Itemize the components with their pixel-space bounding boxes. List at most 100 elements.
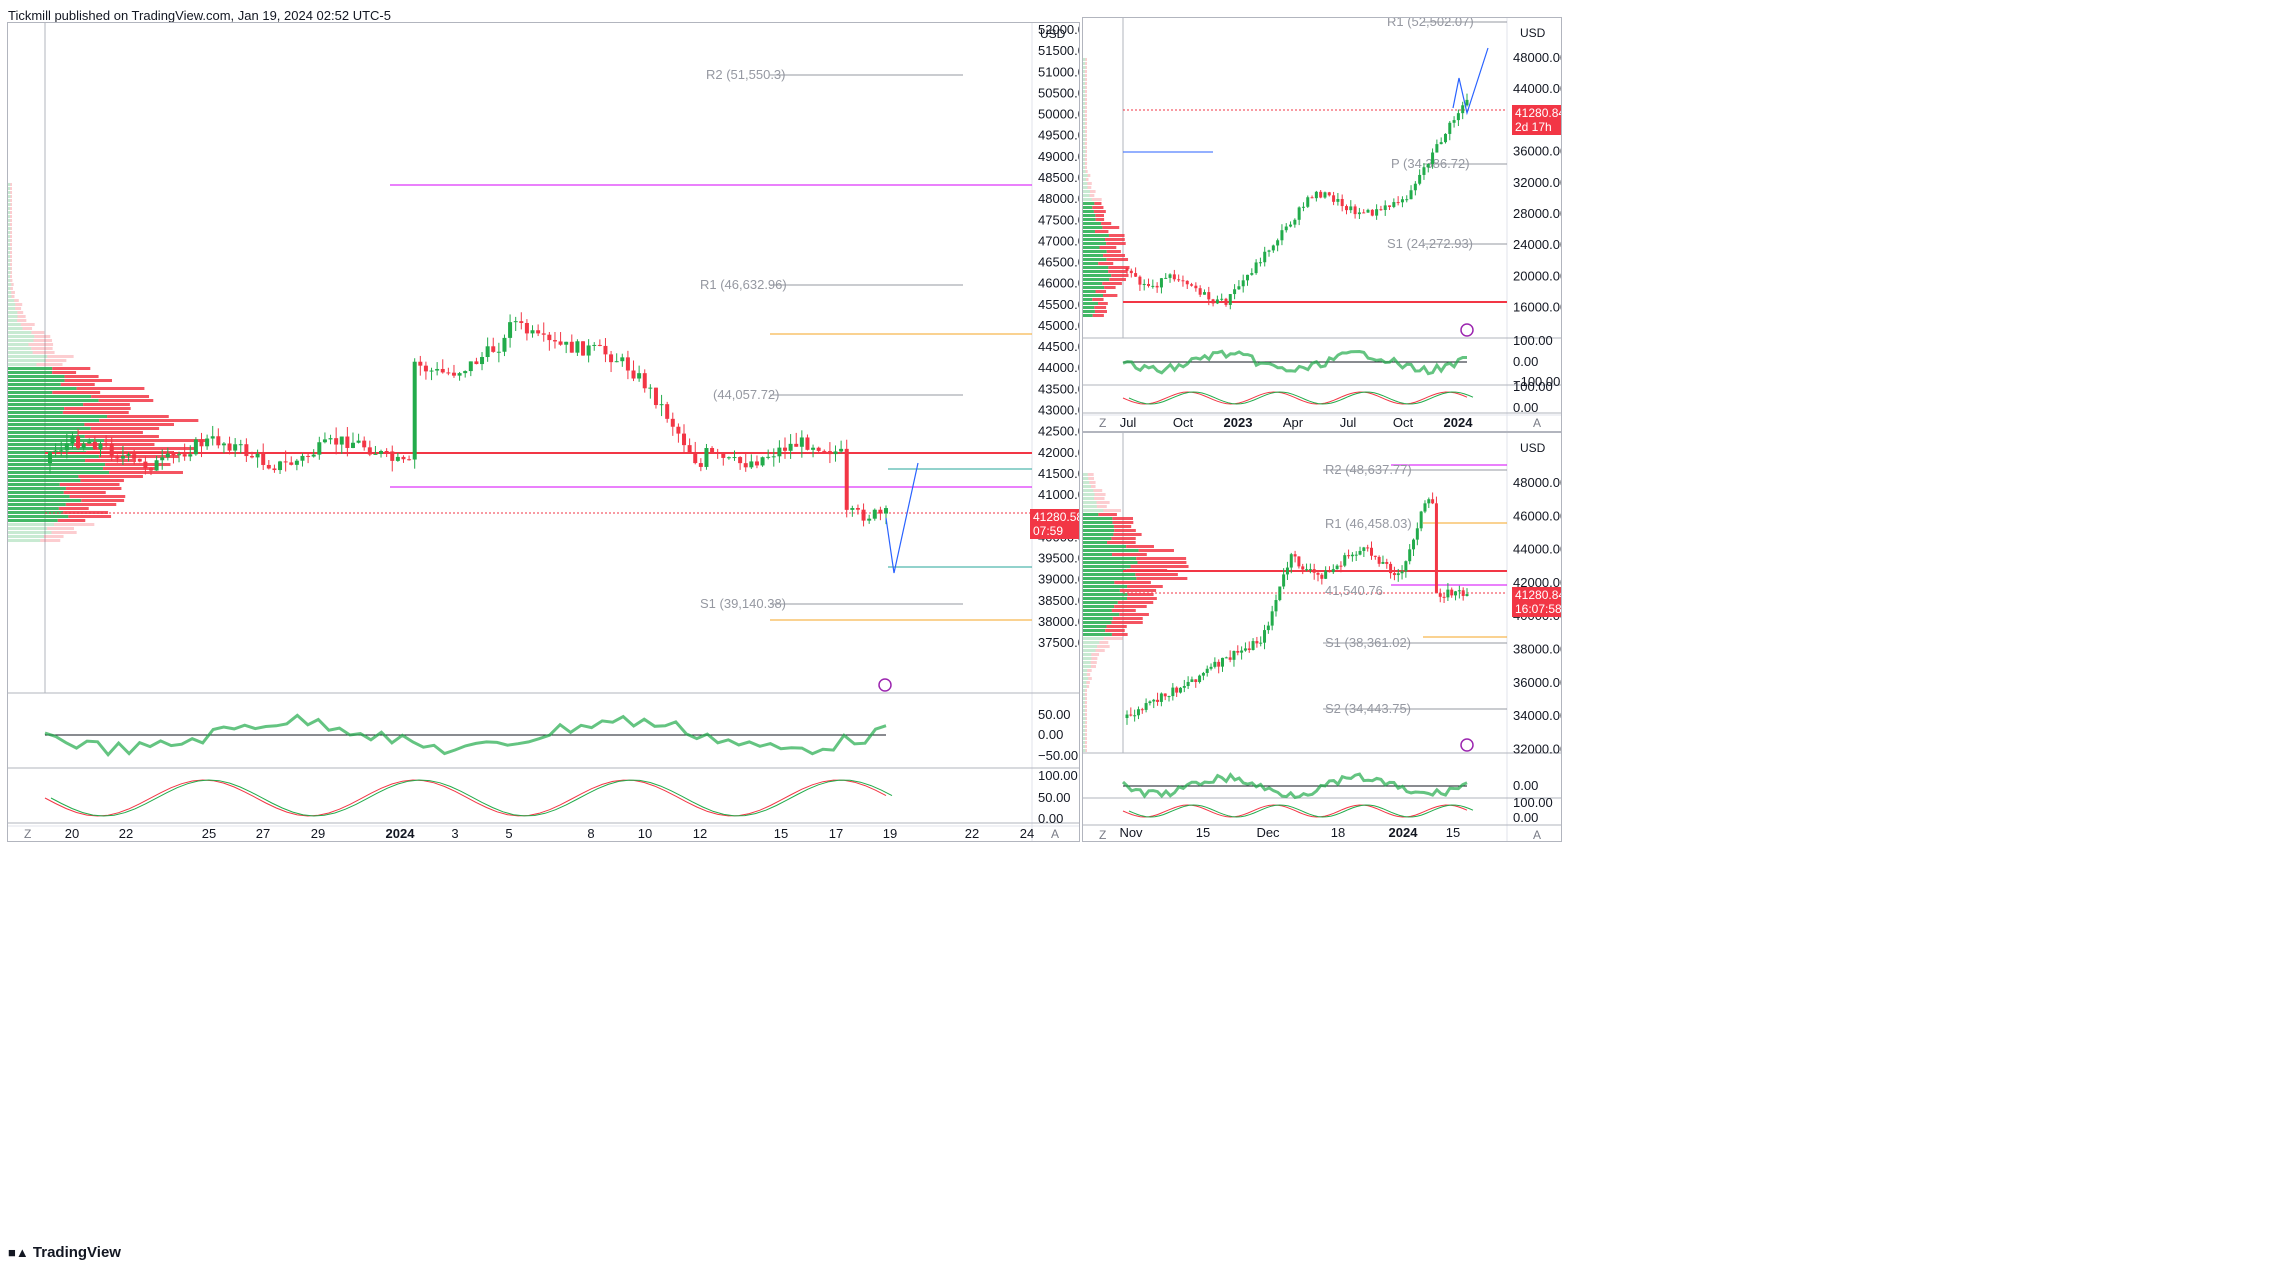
osc1-line: [44, 713, 887, 758]
main-chart-panel[interactable]: 52000.00 51500.00 51000.00 50500.00 50000.00…: [7, 22, 1080, 842]
volume-profile-bar-down: [1093, 497, 1105, 500]
candle-body: [597, 344, 602, 346]
volume-profile-bar-down: [9, 187, 12, 190]
volume-profile-bar-up: [8, 295, 12, 298]
candle-body: [541, 333, 546, 335]
pivot-level-label: 41,540.76: [1325, 583, 1383, 598]
auto-scale-button-weekly[interactable]: A: [1533, 416, 1542, 430]
candle-body: [1327, 570, 1331, 573]
volume-profile-bar-down: [1095, 649, 1105, 652]
candle-body: [1201, 672, 1205, 676]
volume-profile-bar-down: [10, 191, 12, 194]
volume-profile-bar-down: [17, 311, 24, 314]
daily-chart-canvas[interactable]: 48000.0046000.0044000.0042000.0040000.00…: [1083, 433, 1561, 841]
auto-scale-button[interactable]: A: [1051, 827, 1060, 841]
volume-profile-bar-up: [1083, 497, 1094, 500]
candle-body: [1314, 191, 1318, 199]
candle-body: [625, 357, 630, 371]
candle-body: [1213, 661, 1217, 667]
price-axis-tick: 46000.00: [1038, 276, 1079, 291]
timezone-button-weekly[interactable]: Z: [1099, 416, 1107, 430]
volume-profile-bar-down: [1112, 617, 1143, 620]
volume-profile-bar-down: [76, 387, 145, 390]
candle-body: [1301, 566, 1305, 570]
volume-profile-bar-down: [1096, 505, 1107, 508]
price-axis-tick: 38000.00: [1038, 614, 1079, 629]
volume-profile-bar-up: [1083, 537, 1112, 540]
volume-profile-bar-up: [1083, 629, 1106, 632]
volume-profile-bar-down: [1085, 106, 1087, 109]
candle-body: [205, 438, 210, 447]
time-axis-tick: 17: [829, 826, 843, 841]
volume-profile-bar-up: [8, 307, 16, 310]
candle-body: [1224, 657, 1228, 659]
volume-profile-bar-up: [1083, 613, 1120, 616]
volume-profile-bar-down: [34, 335, 51, 338]
volume-profile-bar-down: [10, 231, 12, 234]
price-axis-tick: 41500.00: [1038, 466, 1079, 481]
weekly-chart-canvas[interactable]: 48000.0044000.0040000.0036000.0032000.00…: [1083, 18, 1561, 431]
price-axis-tick: 39500.00: [1038, 551, 1079, 566]
candle-body: [732, 457, 737, 459]
volume-profile-bar-down: [52, 391, 101, 394]
candle-body: [199, 439, 204, 447]
weekly-chart-panel[interactable]: 48000.0044000.0040000.0036000.0032000.00…: [1082, 17, 1562, 432]
candle-body: [379, 451, 384, 454]
volume-profile-bar-down: [1094, 493, 1106, 496]
candle-body: [1349, 206, 1353, 211]
volume-profile-bar-up: [1083, 166, 1085, 169]
volume-profile-bar-up: [1083, 222, 1102, 225]
volume-profile-bar-down: [99, 419, 199, 422]
volume-profile-bar-up: [1083, 481, 1090, 484]
price-axis-tick: 32000.00: [1513, 175, 1561, 190]
timezone-button-daily[interactable]: Z: [1099, 828, 1107, 842]
pivot-level-label: (44,057.72): [713, 387, 780, 402]
volume-profile-bar-up: [1083, 501, 1097, 504]
volume-profile-bar-down: [68, 515, 112, 518]
candle-body: [682, 433, 687, 446]
candle-body: [1323, 192, 1327, 198]
volume-profile-bar-up: [1083, 218, 1096, 221]
volume-profile-bar-up: [1083, 725, 1086, 728]
price-axis-tick: 34000.00: [1513, 708, 1561, 723]
candle-body: [1159, 278, 1163, 288]
candle-body: [653, 387, 658, 406]
volume-profile-bar-down: [1085, 122, 1087, 125]
volume-profile-bar-down: [1085, 86, 1087, 89]
daily-chart-panel[interactable]: 48000.0046000.0044000.0042000.0040000.00…: [1082, 432, 1562, 842]
timezone-button[interactable]: Z: [24, 827, 32, 841]
volume-profile-bar-down: [1085, 737, 1087, 740]
volume-profile-bar-up: [1083, 749, 1086, 752]
volume-profile-bar-down: [52, 371, 77, 374]
candle-body: [1293, 219, 1297, 225]
volume-profile-bar-down: [58, 507, 89, 510]
volume-profile-bar-down: [63, 491, 106, 494]
volume-profile-bar-down: [1085, 162, 1088, 165]
candle-body: [137, 458, 142, 462]
candle-body: [1426, 164, 1430, 168]
volume-profile-bar-up: [1083, 142, 1085, 145]
auto-scale-button-daily[interactable]: A: [1533, 828, 1542, 842]
volume-profile-bar-down: [1085, 697, 1087, 700]
volume-profile-bar-down: [33, 339, 53, 342]
main-chart-canvas[interactable]: 52000.00 51500.00 51000.00 50500.00 50000.00…: [8, 23, 1079, 841]
stoch-d-line: [1128, 391, 1474, 405]
osc2-axis-tick: 0.00: [1513, 400, 1538, 415]
volume-profile-bar-up: [1083, 114, 1086, 117]
volume-profile-bar-up: [8, 207, 10, 210]
tradingview-footer[interactable]: ■▲ TradingView: [8, 1244, 121, 1261]
candle-body: [1400, 199, 1404, 203]
volume-profile-bar-down: [1102, 226, 1120, 229]
volume-profile-bar-up: [1083, 290, 1096, 293]
candle-body: [1400, 571, 1404, 574]
volume-profile-bar-down: [83, 403, 130, 406]
osc2-axis-tick: 0.00: [1038, 811, 1063, 826]
time-axis-tick: 2023: [1224, 415, 1253, 430]
candle-body: [1237, 286, 1241, 290]
volume-profile-bar-down: [1117, 601, 1154, 604]
candle-body: [564, 341, 569, 345]
volume-profile-bar-up: [1083, 685, 1087, 688]
candle-body: [1413, 183, 1417, 191]
candle-body: [715, 451, 720, 454]
candle-body: [87, 441, 92, 444]
